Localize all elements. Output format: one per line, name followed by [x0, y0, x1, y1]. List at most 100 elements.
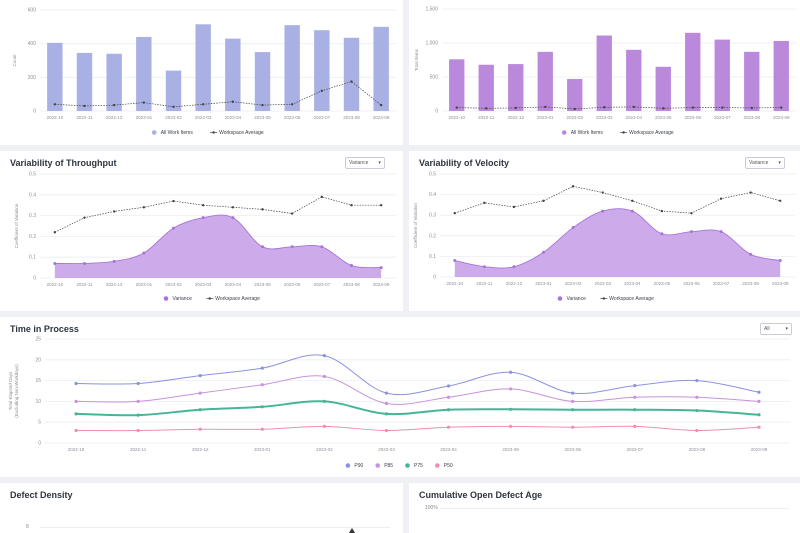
data-point — [350, 204, 353, 207]
series-line-workspace-average — [54, 81, 382, 108]
y-tick-label: 25 — [35, 337, 41, 343]
y-tick-label: 8 — [26, 524, 29, 530]
x-tick-label: 2023-04 — [225, 282, 242, 287]
percentile-dropdown[interactable]: All ▾ — [760, 323, 792, 335]
x-tick-label: 2022-10 — [448, 115, 465, 120]
data-point — [53, 231, 57, 234]
panel-cumulative-open-defect-age: Cumulative Open Defect Age 100% — [409, 483, 800, 533]
y-axis-title: Coefficient of Variation — [14, 203, 19, 248]
data-point — [231, 100, 235, 103]
y-tick-label: 1,000 — [425, 41, 438, 47]
y-tick-label: 0.1 — [429, 254, 436, 260]
bar — [596, 35, 612, 111]
data-point — [112, 210, 116, 213]
y-axis-title: Total Elapsed Days — [8, 371, 13, 410]
legend-label: P85 — [384, 463, 393, 469]
legend-label: P50 — [444, 463, 453, 469]
data-point — [695, 379, 699, 383]
x-tick-label: 2023-02 — [565, 281, 582, 286]
x-tick-label: 2023-06 — [284, 282, 301, 287]
y-tick-label: 10 — [35, 399, 41, 405]
data-point — [542, 199, 545, 202]
bar — [373, 26, 389, 111]
x-tick-label: 2023-07 — [314, 282, 331, 287]
y-tick-label: 0.4 — [29, 192, 36, 198]
data-point — [260, 366, 264, 370]
y-tick-label: 0.3 — [429, 213, 436, 219]
data-point — [74, 412, 78, 416]
x-tick-label: 2022-10 — [47, 115, 64, 120]
data-point — [695, 395, 699, 399]
bar — [165, 70, 182, 111]
data-point — [509, 387, 513, 391]
data-point — [512, 265, 516, 269]
x-tick-label: 2023-03 — [594, 281, 611, 286]
x-tick-label: 2022-11 — [76, 282, 93, 287]
x-tick-label: 2023-03 — [378, 447, 395, 452]
chart-variability-velocity: 0 0.1 0.2 0.3 0.4 0.5 Coefficient of Variation… — [413, 172, 795, 302]
variance-dropdown[interactable]: Variance ▾ — [745, 157, 785, 169]
x-tick-label: 2022-10 — [68, 447, 85, 452]
data-point — [201, 103, 205, 106]
series-line-workspace-average — [54, 196, 382, 233]
data-point — [379, 204, 383, 207]
x-tick-label: 2022-11 — [478, 115, 495, 120]
panel-title: Defect Density — [10, 490, 73, 500]
area-outline — [454, 208, 781, 269]
data-point — [172, 226, 175, 230]
data-point — [571, 226, 575, 230]
data-point — [571, 185, 575, 188]
area-outline — [54, 214, 382, 269]
data-point — [112, 103, 116, 107]
data-point — [142, 101, 146, 104]
data-point — [136, 399, 140, 403]
bar — [537, 51, 553, 111]
x-tick-label: 2023-02 — [316, 447, 333, 452]
y-tick-label: 0 — [33, 109, 36, 115]
variance-dropdown[interactable]: Variance ▾ — [345, 157, 385, 169]
chart-time-in-process: 0 5 10 15 20 25 Total Elapsed Days (Excluding N… — [8, 337, 790, 469]
data-point — [136, 428, 140, 433]
bar — [314, 30, 330, 112]
data-point — [633, 383, 637, 388]
bar — [626, 49, 642, 111]
y-tick-label: 0.2 — [29, 234, 36, 240]
data-point — [571, 391, 575, 395]
y-axis-title: Count — [12, 54, 17, 67]
data-point — [74, 428, 78, 433]
chevron-down-icon: ▾ — [778, 160, 781, 166]
y-tick-label: 0 — [33, 276, 36, 282]
data-point — [660, 232, 664, 236]
data-point — [632, 105, 635, 109]
data-point — [690, 211, 693, 215]
bar — [478, 64, 494, 111]
data-point — [384, 412, 389, 416]
y-tick-label: 0.3 — [29, 213, 36, 219]
x-tick-label: 2023-08 — [689, 447, 706, 452]
x-tick-label: 2023-06 — [684, 115, 701, 120]
data-point — [509, 407, 513, 411]
data-point — [112, 259, 116, 263]
x-tick-label: 2023-08 — [343, 115, 360, 120]
data-point — [74, 381, 78, 386]
legend-swatch-all-work-items — [151, 130, 157, 135]
data-point — [53, 103, 57, 106]
panel-variability-velocity: Variability of Velocity Variance ▾ 0 0.1 0.… — [409, 151, 800, 311]
x-tick-label: 2023-03 — [596, 115, 613, 120]
data-point — [750, 106, 753, 110]
data-point — [261, 245, 264, 249]
x-tick-label: 2023-08 — [742, 281, 759, 286]
data-point — [662, 107, 665, 110]
x-tick-label: 2023-09 — [772, 281, 789, 286]
data-point — [290, 245, 294, 249]
data-point — [231, 206, 235, 209]
data-point — [231, 216, 235, 220]
data-point — [485, 107, 488, 110]
chevron-down-icon: ▾ — [785, 326, 788, 332]
data-point — [749, 191, 752, 194]
bar — [343, 37, 360, 111]
x-tick-label: 2023-02 — [165, 115, 182, 120]
x-tick-label: 2023-09 — [751, 447, 768, 452]
x-tick-label: 2023-09 — [773, 115, 790, 120]
data-point — [631, 199, 634, 202]
